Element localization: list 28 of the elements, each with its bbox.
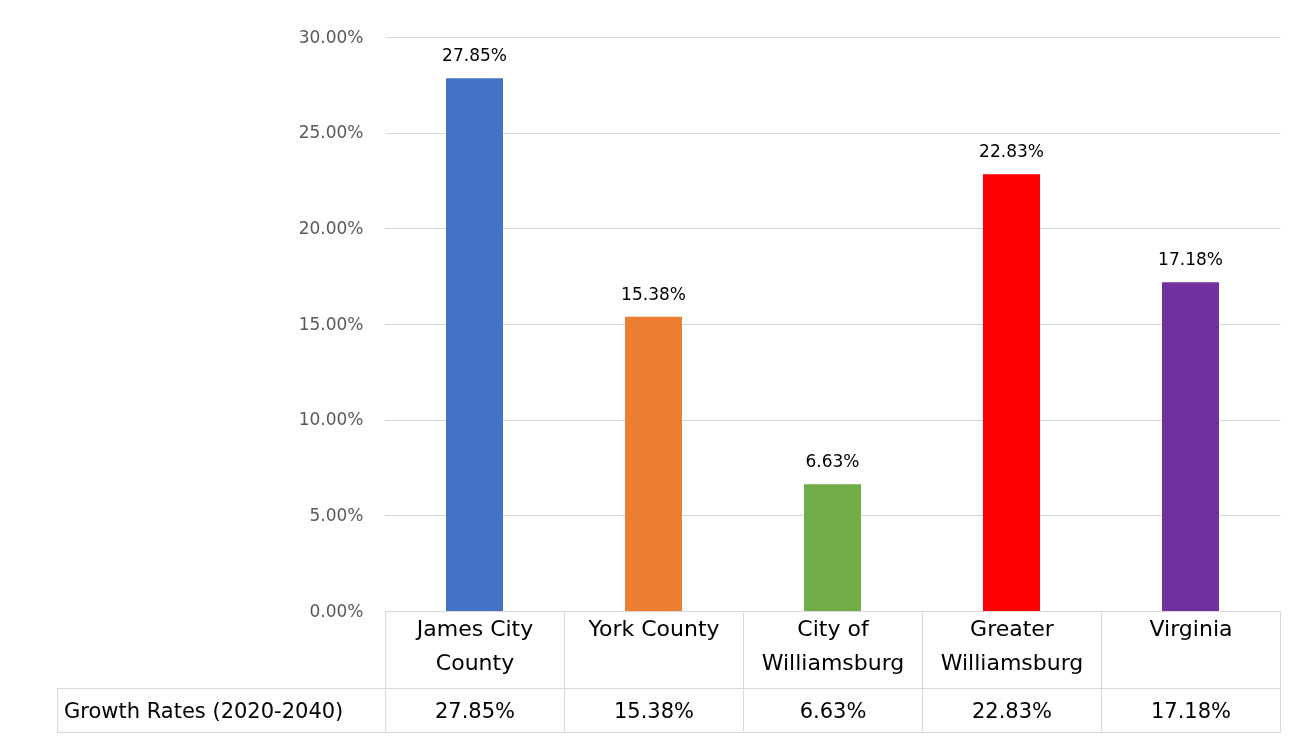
text: 27.85% xyxy=(442,45,507,66)
y-tick-label: 20.00% xyxy=(298,217,364,238)
x-tick-label: City of Williamsburg xyxy=(761,615,905,675)
data-label: 15.38% xyxy=(564,688,744,733)
y-tick-label: 30.00% xyxy=(298,26,364,47)
text: 6.63% xyxy=(805,451,860,472)
data-label: 17.18% xyxy=(1101,688,1281,733)
x-tick-label: Greater Williamsburg xyxy=(940,615,1084,675)
bar xyxy=(983,174,1040,611)
y-tick-label: 25.00% xyxy=(298,122,364,143)
data-label: 27.85% xyxy=(385,688,565,733)
text: Growth Rates (2020-2040) xyxy=(57,688,386,733)
x-tick-label: York County xyxy=(587,615,720,641)
y-tick-label: 10.00% xyxy=(298,409,364,430)
bar xyxy=(1162,282,1219,611)
bar xyxy=(446,78,503,611)
y-tick-label: 0.00% xyxy=(309,600,364,621)
data-label: 6.63% xyxy=(743,688,923,733)
data-label: 22.83% xyxy=(922,688,1102,733)
text: 17.18% xyxy=(1158,249,1223,270)
text: 15.38% xyxy=(621,283,686,304)
x-tick-label: James City County xyxy=(414,615,534,675)
bar xyxy=(804,484,861,611)
bar xyxy=(625,316,682,611)
y-tick-label: 15.00% xyxy=(298,313,364,334)
x-tick-label: Virginia xyxy=(1149,615,1233,641)
y-tick-label: 5.00% xyxy=(309,504,364,525)
text: 22.83% xyxy=(979,141,1044,162)
